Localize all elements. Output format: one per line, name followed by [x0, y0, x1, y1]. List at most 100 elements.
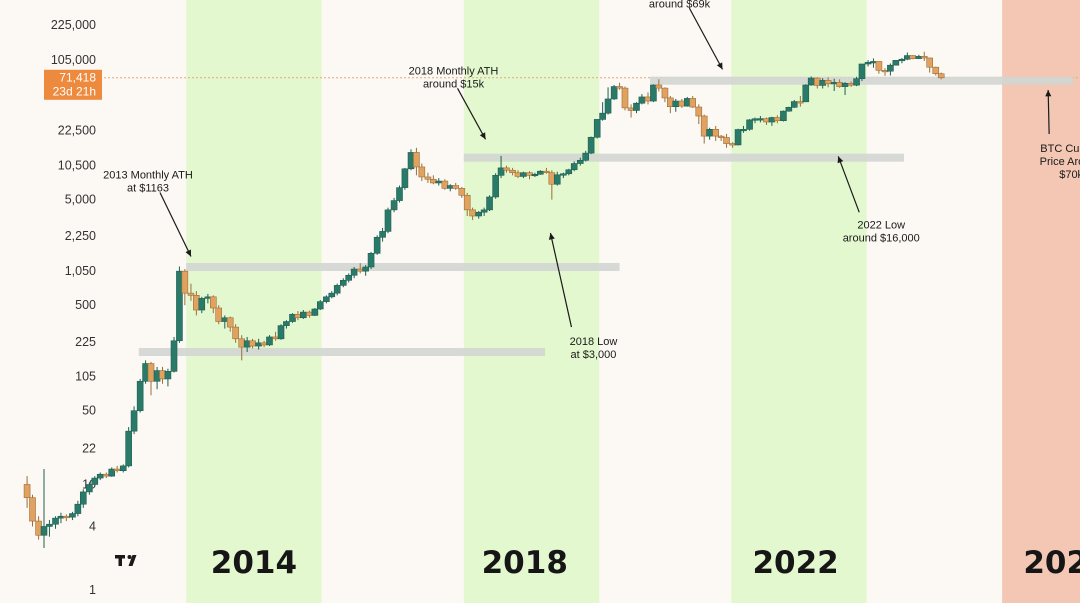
candle-body: [582, 152, 590, 161]
candle-body: [424, 176, 432, 180]
candle-body: [543, 170, 550, 174]
candle-body: [864, 62, 872, 65]
candle-body: [430, 178, 437, 184]
candle: [396, 185, 403, 203]
candle-body: [937, 73, 945, 79]
candle-body: [463, 194, 471, 211]
candle: [170, 336, 178, 373]
candle-body: [926, 57, 933, 68]
candle: [159, 366, 166, 384]
y-tick-label: 105: [75, 370, 96, 384]
candle-body: [170, 340, 178, 372]
candle: [824, 77, 832, 88]
candle: [926, 57, 933, 73]
candle-body: [289, 313, 296, 322]
candle-body: [475, 211, 483, 217]
candle: [441, 179, 449, 190]
candle: [181, 269, 189, 306]
candle-body: [898, 58, 906, 62]
candle: [695, 104, 703, 125]
candle: [858, 63, 866, 82]
cycle-band: [186, 0, 322, 603]
candle-body: [763, 118, 770, 123]
candle-body: [418, 166, 426, 178]
candle-body: [243, 340, 251, 348]
candle: [29, 494, 36, 527]
candle-body: [232, 326, 239, 340]
candle-body: [667, 97, 674, 107]
cycle-band: [463, 0, 600, 603]
candle-body: [142, 363, 149, 382]
candle: [627, 104, 635, 118]
candle-body: [367, 253, 375, 268]
y-tick-label: 1: [89, 583, 96, 597]
candle-body: [294, 313, 302, 319]
candle: [413, 147, 420, 176]
annotation-arrow: [549, 232, 573, 328]
candle: [452, 182, 459, 190]
candle-body: [768, 117, 776, 123]
candle-body: [655, 84, 663, 89]
candle: [543, 167, 550, 174]
level-line: [138, 348, 546, 357]
candle-body: [396, 187, 403, 201]
candle-body: [593, 119, 601, 138]
candle-body: [514, 172, 522, 177]
candle-body: [446, 185, 454, 189]
candle-body: [215, 307, 223, 322]
candle-body: [379, 231, 386, 238]
candle: [610, 85, 618, 100]
candle: [706, 127, 713, 140]
y-tick-label: 5,000: [65, 193, 96, 207]
y-axis-ticks: 225,000 105,000 22,500 10,500 5,000 2,250 1,05…: [51, 18, 96, 597]
arrow-head: [548, 233, 555, 240]
y-tick-label: 10,500: [58, 159, 96, 173]
candle: [887, 63, 894, 76]
candle-body: [790, 101, 798, 108]
y-tick-label: 22,500: [58, 124, 96, 138]
candle: [367, 251, 375, 270]
candle-body: [712, 129, 720, 137]
candle: [503, 165, 510, 173]
candle-body: [802, 84, 810, 103]
candle: [785, 106, 793, 112]
candle: [565, 168, 573, 176]
candle-body: [616, 86, 623, 89]
candle-body: [909, 55, 917, 59]
candle-body: [441, 180, 449, 189]
candle-body: [576, 159, 584, 164]
candle: [232, 324, 239, 343]
candle-body: [858, 63, 866, 79]
candle-body: [627, 107, 635, 111]
candle-body: [751, 118, 759, 121]
candle-body: [130, 410, 138, 432]
annotation-text: $70k: [1059, 169, 1080, 181]
candle: [226, 316, 234, 332]
candle-body: [892, 60, 900, 66]
candle-body: [272, 336, 279, 340]
candle: [870, 58, 877, 68]
candle: [875, 61, 883, 74]
candle-body: [520, 172, 527, 177]
candle-body: [497, 167, 505, 176]
candle-body: [86, 484, 93, 493]
candle-body: [875, 61, 883, 71]
candle: [807, 76, 815, 86]
level-line: [463, 153, 904, 162]
candle: [621, 86, 629, 111]
y-tick-label: 50: [82, 404, 96, 418]
candle: [147, 361, 155, 396]
candle-body: [260, 342, 268, 346]
candle: [644, 92, 652, 105]
cycle-year-label: 2018: [482, 545, 568, 581]
candle: [46, 520, 53, 537]
candle-body: [819, 80, 826, 86]
candle-body: [458, 188, 466, 196]
candle: [463, 192, 471, 216]
candle-body: [847, 83, 855, 86]
candle-body: [108, 468, 116, 477]
candle-body: [29, 497, 36, 522]
